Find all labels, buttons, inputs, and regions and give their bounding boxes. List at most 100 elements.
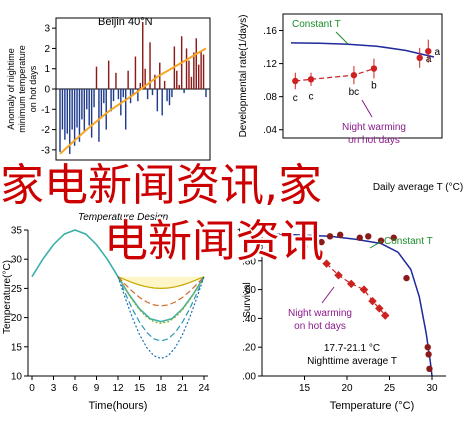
- anomaly-bar: [183, 89, 185, 94]
- anomaly-bar: [176, 70, 178, 89]
- night-rate-point: [350, 71, 358, 79]
- panel-2-y-tick-label: .16: [263, 26, 277, 37]
- panel-2-y-tick-label: .08: [263, 92, 277, 103]
- panel-4-night-label-line-2: on hot days: [294, 321, 346, 332]
- watermark-line-2: 电新闻资讯: [104, 216, 324, 267]
- panel-2-constant-label: Constant T: [292, 19, 341, 30]
- anomaly-bar: [93, 89, 95, 108]
- panel-4-annotation-line-2: Nighttime average T: [307, 356, 397, 367]
- panel-3-y-tick-label: 20: [11, 313, 23, 324]
- anomaly-bar: [190, 76, 193, 89]
- panel-1-y-tick-label: 0: [44, 85, 50, 96]
- anomaly-bar: [178, 84, 180, 89]
- panel-3-x-tick-label: 15: [134, 383, 146, 394]
- survival-constant-point: [356, 234, 363, 241]
- night-warming-design-curve: [117, 276, 205, 307]
- anomaly-bar: [151, 89, 154, 96]
- anomaly-bar: [83, 89, 86, 132]
- anomaly-bar: [197, 64, 200, 89]
- panel-1-y-tick-label: -2: [41, 125, 50, 136]
- panel-2-night-arrow: [361, 99, 373, 118]
- watermark-line-1: 家电新闻资讯,家: [0, 160, 322, 211]
- anomaly-bar: [103, 89, 105, 104]
- anomaly-bar: [59, 89, 61, 152]
- anomaly-bar: [98, 89, 100, 142]
- anomaly-bar: [163, 80, 166, 89]
- survival-constant-point: [425, 351, 432, 358]
- night-rate-line: [295, 68, 375, 82]
- anomaly-bar: [161, 89, 163, 116]
- panel-4-xlabel: Temperature (°C): [330, 400, 414, 412]
- anomaly-bar: [122, 89, 124, 98]
- constant-rate-curve: [290, 42, 435, 58]
- panel-4-x-tick-label: 25: [384, 383, 396, 394]
- constant-rate-point-label: a: [434, 47, 440, 58]
- survival-constant-point: [426, 365, 433, 372]
- anomaly-bar: [149, 42, 151, 89]
- panel-2-ylabel: Developmental rate(1/days): [238, 15, 249, 138]
- night-rate-point-label: bc: [349, 87, 360, 98]
- anomaly-bar: [142, 22, 144, 89]
- anomaly-bar: [195, 38, 197, 89]
- anomaly-bar: [107, 60, 110, 89]
- panel-4-x-tick-label: 30: [426, 383, 438, 394]
- panel-2-xlabel: Daily average T (°C): [373, 182, 463, 193]
- night-rate-point: [370, 65, 378, 72]
- anomaly-bar: [193, 52, 195, 89]
- anomaly-bar: [115, 72, 117, 89]
- panel-4-y-tick-label: .20: [242, 343, 256, 354]
- panel-3-xlabel: Time(hours): [89, 400, 148, 412]
- survival-constant-point: [301, 243, 308, 250]
- anomaly-bar: [139, 82, 142, 89]
- anomaly-bar: [205, 89, 207, 98]
- panel-4-constant-arrow: [369, 240, 383, 249]
- panel-3-y-tick-label: 10: [11, 372, 23, 383]
- panel-3-x-tick-label: 0: [29, 383, 35, 394]
- survival-constant-point: [326, 233, 334, 240]
- anomaly-bar: [127, 70, 129, 89]
- constant-rate-point: [425, 48, 432, 55]
- survival-night-point: [347, 279, 356, 289]
- survival-constant-point: [318, 238, 325, 246]
- anomaly-bar: [64, 89, 66, 140]
- anomaly-bar: [76, 89, 78, 128]
- panel-3-x-tick-label: 18: [155, 383, 167, 394]
- anomaly-bar: [88, 89, 90, 126]
- panel-4-x-tick-label: 15: [299, 383, 311, 394]
- anomaly-bar: [78, 89, 81, 142]
- anomaly-bar: [134, 56, 137, 89]
- anomaly-bar: [168, 89, 171, 106]
- panel-4-night-label-line-1: Night warming: [288, 308, 352, 319]
- night-rate-point-label: b: [371, 81, 377, 92]
- anomaly-trend-line: [59, 47, 207, 155]
- anomaly-bar: [202, 54, 205, 89]
- survival-night-point: [375, 304, 384, 313]
- panel-3-x-tick-label: 9: [94, 383, 100, 394]
- panel-1-y-tick-label: -3: [41, 145, 50, 156]
- panel-3-x-tick-label: 12: [112, 383, 124, 394]
- anomaly-bar: [166, 89, 168, 102]
- panel-2-night-label-line-1: Night warming: [342, 122, 406, 133]
- panel-1-y-tick-label: 3: [44, 24, 50, 35]
- anomaly-bar: [73, 89, 76, 146]
- survival-night-point: [334, 270, 343, 280]
- panel-1-y-tick-label: 1: [44, 64, 50, 75]
- survival-constant-point: [424, 344, 431, 351]
- panel-3-y-tick-label: 25: [11, 284, 23, 295]
- anomaly-bar: [144, 68, 146, 89]
- anomaly-bar: [90, 89, 93, 138]
- night-rate-point-label: c: [309, 91, 314, 102]
- anomaly-bar: [156, 89, 159, 112]
- anomaly-bar: [200, 50, 202, 89]
- panel-2-y-tick-label: .04: [263, 125, 277, 136]
- anomaly-bar: [146, 89, 149, 100]
- survival-constant-curve: [261, 232, 433, 377]
- anomaly-bar: [95, 66, 98, 89]
- anomaly-bar: [100, 89, 103, 118]
- panel-3-y-tick-label: 35: [11, 226, 23, 237]
- anomaly-bar: [171, 89, 173, 98]
- panel-3-y-tick-label: 30: [11, 255, 23, 266]
- panel-3-title: Temperature Design: [78, 212, 169, 223]
- panel-1-ylabel-line-3: on hot days: [28, 65, 38, 112]
- anomaly-bar: [117, 89, 120, 100]
